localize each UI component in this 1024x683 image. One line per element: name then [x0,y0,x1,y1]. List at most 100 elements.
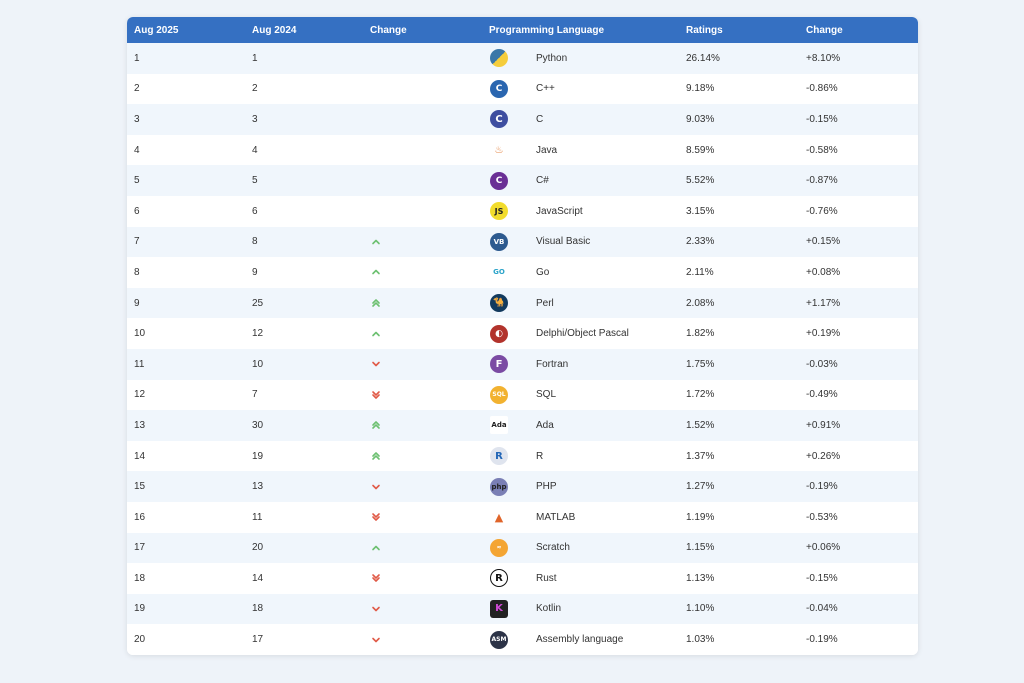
rating-cell-text: 1.19% [686,511,715,523]
language-name[interactable]: Scratch [536,542,570,554]
rating-cell-text: 26.14% [686,52,720,64]
language-cell: Ada Ada [482,410,680,441]
rating-cell: 3.15% [680,196,799,227]
table-row[interactable]: 5 5 C C# 5.52% -0.87% [127,165,918,196]
language-name[interactable]: C [536,113,544,125]
rank-now-cell: 5 [127,165,245,196]
language-name[interactable]: JavaScript [536,205,583,217]
language-cell: GO Go [482,257,680,288]
table-row[interactable]: 16 11 ▲ MATLAB 1.19% -0.53% [127,501,918,533]
rank-now-cell-text: 3 [134,113,140,125]
language-name[interactable]: MATLAB [536,511,576,523]
table-row[interactable]: 1 1 Python 26.14% +8.10% [127,43,918,74]
trend-cell [363,43,482,74]
table-row[interactable]: 9 25 🐪 Perl 2.08% +1.17% [127,287,918,319]
header-ratings[interactable]: Ratings [686,24,723,36]
rank-prev-cell: 20 [245,533,363,564]
table-row[interactable]: 6 6 JS JavaScript 3.15% -0.76% [127,195,918,227]
language-name[interactable]: Assembly language [536,634,624,646]
language-name[interactable]: Perl [536,297,554,309]
rank-now-cell-text: 2 [134,83,140,95]
header-change-pct[interactable]: Change [806,24,843,36]
rank-now-cell-text: 12 [134,389,146,401]
rank-now-cell-text: 4 [134,144,140,156]
rank-now-cell-text: 20 [134,634,146,646]
language-name[interactable]: SQL [536,389,557,401]
rank-prev-cell: 7 [245,380,363,411]
table-row[interactable]: 18 14 R Rust 1.13% -0.15% [127,563,918,594]
header-rank-prev[interactable]: Aug 2024 [252,24,297,36]
rating-cell-text: 1.10% [686,603,715,615]
rating-cell-text: 9.03% [686,113,715,125]
language-name[interactable]: Visual Basic [536,236,591,248]
header-language[interactable]: Programming Language [489,24,605,36]
csharp-icon: C [490,171,508,190]
rank-prev-cell: 12 [245,318,363,349]
language-logo: 🐪 [489,293,509,313]
language-name[interactable]: C# [536,175,549,187]
rating-cell: 1.19% [680,502,799,533]
change-pct-cell-text: -0.87% [806,175,838,187]
language-name[interactable]: Go [536,266,550,278]
table-row[interactable]: 2 2 C C++ 9.18% -0.86% [127,73,918,105]
rank-prev-cell-text: 4 [252,144,258,156]
change-pct-cell: -0.19% [799,624,918,655]
language-name[interactable]: Fortran [536,358,569,370]
language-logo: VB [489,232,509,252]
rank-prev-cell-text: 30 [252,419,264,431]
down-arrow-icon [371,482,381,492]
table-row[interactable]: 20 17 ASM Assembly language 1.03% -0.19% [127,624,918,655]
language-name[interactable]: PHP [536,481,557,493]
trend-cell [363,165,482,196]
language-logo: C [489,109,509,129]
rank-now-cell: 11 [127,349,245,380]
rank-prev-cell-text: 11 [252,511,263,523]
rating-cell: 2.08% [680,288,799,319]
table-row[interactable]: 8 9 GO Go 2.11% +0.08% [127,257,918,288]
change-pct-cell: +0.06% [799,533,918,564]
table-row[interactable]: 13 30 Ada Ada 1.52% +0.91% [127,410,918,441]
table-row[interactable]: 14 19 R R 1.37% +0.26% [127,440,918,472]
language-name[interactable]: C++ [536,83,555,95]
trend-cell [363,196,482,227]
language-name[interactable]: Python [536,52,568,64]
table-row[interactable]: 10 12 ◐ Delphi/Object Pascal 1.82% +0.19% [127,318,918,349]
header-change[interactable]: Change [370,24,407,36]
table-row[interactable]: 12 7 SQL SQL 1.72% -0.49% [127,379,918,411]
rating-cell-text: 2.11% [686,266,714,278]
language-name[interactable]: Delphi/Object Pascal [536,328,629,340]
language-cell: Python [482,43,680,74]
php-icon: php [490,477,508,496]
language-name[interactable]: Rust [536,572,557,584]
language-name[interactable]: Kotlin [536,603,562,615]
table-row[interactable]: 15 13 php PHP 1.27% -0.19% [127,471,918,502]
language-name[interactable]: Java [536,144,558,156]
up-arrow-icon [371,329,381,339]
table-row[interactable]: 3 3 C C 9.03% -0.15% [127,104,918,135]
language-name[interactable]: Ada [536,419,554,431]
table-row[interactable]: 4 4 ♨ Java 8.59% -0.58% [127,134,918,166]
language-logo: Ada [489,415,509,435]
rank-prev-cell: 8 [245,227,363,258]
table-row[interactable]: 17 20 ≈ Scratch 1.15% +0.06% [127,532,918,564]
trend-cell [363,624,482,655]
rank-prev-cell: 3 [245,104,363,135]
header-rank-now[interactable]: Aug 2025 [134,24,179,36]
table-row[interactable]: 19 18 K Kotlin 1.10% -0.04% [127,593,918,625]
rank-now-cell: 7 [127,227,245,258]
language-cell: F Fortran [482,349,680,380]
table-row[interactable]: 11 10 F Fortran 1.75% -0.03% [127,348,918,380]
language-cell: JS JavaScript [482,196,680,227]
language-name[interactable]: R [536,450,544,462]
rank-now-cell-text: 18 [134,572,146,584]
change-pct-cell-text: -0.15% [806,572,838,584]
table-header: Aug 2025 Aug 2024 Change Programming Lan… [127,17,918,43]
rating-cell-text: 1.27% [686,481,715,493]
change-pct-cell-text: +0.06% [806,542,841,554]
rank-now-cell-text: 11 [134,358,145,370]
change-pct-cell: +1.17% [799,288,918,319]
table-row[interactable]: 7 8 VB Visual Basic 2.33% +0.15% [127,226,918,258]
trend-cell [363,257,482,288]
